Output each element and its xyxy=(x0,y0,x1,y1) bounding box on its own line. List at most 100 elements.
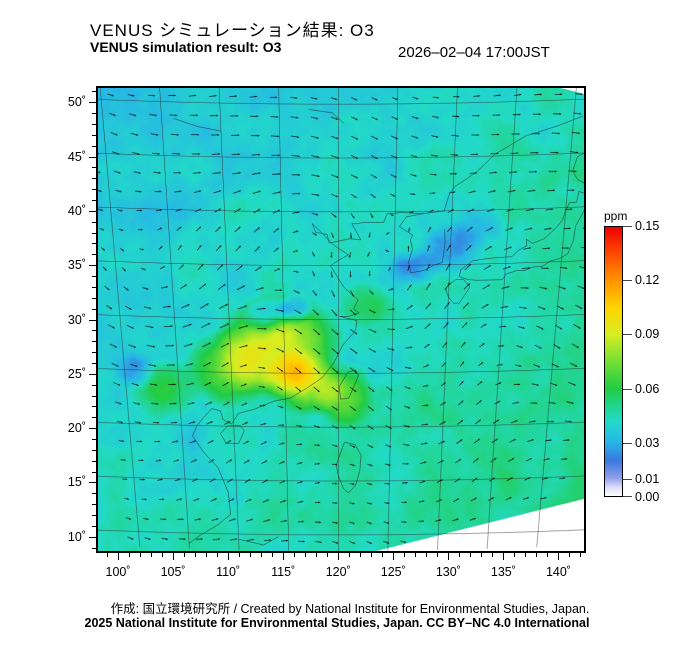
x-minor-tick xyxy=(525,553,527,557)
x-axis-label: 105˚ xyxy=(160,565,186,579)
x-major-tick xyxy=(283,553,285,560)
timestamp-label: 2026–02–04 17:00JST xyxy=(398,44,550,61)
colorbar-tick xyxy=(623,442,632,444)
x-major-tick xyxy=(448,553,450,560)
y-minor-tick xyxy=(92,113,96,115)
y-axis-label: 50˚ xyxy=(67,95,86,110)
y-axis-label: 25˚ xyxy=(67,366,86,381)
y-minor-tick xyxy=(92,189,96,191)
y-major-tick xyxy=(89,536,96,538)
x-minor-tick xyxy=(569,553,571,557)
y-major-tick xyxy=(89,210,96,212)
x-minor-tick xyxy=(426,553,428,557)
x-minor-tick xyxy=(437,553,439,557)
y-minor-tick xyxy=(92,297,96,299)
colorbar-tick xyxy=(623,334,632,336)
y-minor-tick xyxy=(92,134,96,136)
y-minor-tick xyxy=(92,395,96,397)
y-minor-tick xyxy=(92,178,96,180)
x-minor-tick xyxy=(316,553,318,557)
y-major-tick xyxy=(89,428,96,430)
page-title-english: VENUS simulation result: O3 xyxy=(90,39,282,55)
x-minor-tick xyxy=(360,553,362,557)
y-axis-label: 20˚ xyxy=(67,421,86,436)
y-minor-tick xyxy=(92,200,96,202)
x-minor-tick xyxy=(217,553,219,557)
license-line: 2025 National Institute for Environmenta… xyxy=(0,616,700,630)
x-minor-tick xyxy=(349,553,351,557)
y-minor-tick xyxy=(92,254,96,256)
x-major-tick xyxy=(173,553,175,560)
colorbar-tick-label: 0.09 xyxy=(635,327,660,342)
x-minor-tick xyxy=(536,553,538,557)
y-minor-tick xyxy=(92,352,96,354)
y-minor-tick xyxy=(92,460,96,462)
y-minor-tick xyxy=(92,91,96,93)
x-minor-tick xyxy=(470,553,472,557)
colorbar-tick-label: 0.15 xyxy=(635,219,660,233)
x-axis-label: 125˚ xyxy=(380,565,406,579)
colorbar-tick xyxy=(623,226,632,227)
y-major-tick xyxy=(89,156,96,158)
x-axis-label: 135˚ xyxy=(490,565,516,579)
y-axis-label: 10˚ xyxy=(67,529,86,544)
x-major-tick xyxy=(393,553,395,560)
y-minor-tick xyxy=(92,232,96,234)
y-major-tick xyxy=(89,319,96,321)
y-minor-tick xyxy=(92,362,96,364)
x-minor-tick xyxy=(547,553,549,557)
x-minor-tick xyxy=(415,553,417,557)
x-major-tick xyxy=(558,553,560,560)
x-minor-tick xyxy=(261,553,263,557)
x-minor-tick xyxy=(206,553,208,557)
y-minor-tick xyxy=(92,504,96,506)
x-major-tick xyxy=(338,553,340,560)
y-minor-tick xyxy=(92,471,96,473)
y-minor-tick xyxy=(92,514,96,516)
colorbar-tick-label: 0.06 xyxy=(635,381,660,396)
x-minor-tick xyxy=(272,553,274,557)
colorbar-units-label: ppm xyxy=(604,209,628,223)
y-major-tick xyxy=(89,482,96,484)
x-axis-label: 115˚ xyxy=(271,565,296,579)
y-axis-label: 15˚ xyxy=(67,475,86,490)
y-minor-tick xyxy=(92,493,96,495)
x-axis-label: 140˚ xyxy=(545,565,571,579)
y-minor-tick xyxy=(92,438,96,440)
x-axis-label: 100˚ xyxy=(105,565,131,579)
x-minor-tick xyxy=(239,553,241,557)
license-text: 2025 National Institute for Environmenta… xyxy=(84,616,590,630)
map-raster-canvas xyxy=(98,88,584,551)
x-minor-tick xyxy=(492,553,494,557)
x-minor-tick xyxy=(404,553,406,557)
x-axis-label: 120˚ xyxy=(325,565,351,579)
x-minor-tick xyxy=(195,553,197,557)
colorbar-tick xyxy=(623,478,632,480)
y-minor-tick xyxy=(92,145,96,147)
x-minor-tick xyxy=(294,553,296,557)
y-major-tick xyxy=(89,102,96,104)
map-plot-area[interactable] xyxy=(96,86,586,553)
x-minor-tick xyxy=(580,553,582,557)
x-minor-tick xyxy=(140,553,142,557)
colorbar-tick xyxy=(623,388,632,390)
y-minor-tick xyxy=(92,221,96,223)
credit-line: 作成: 国立環境研究所 / Created by National Instit… xyxy=(110,602,590,616)
y-axis-label: 40˚ xyxy=(67,203,86,218)
y-axis-label: 30˚ xyxy=(67,312,86,327)
y-major-tick xyxy=(89,265,96,267)
y-minor-tick xyxy=(92,276,96,278)
x-minor-tick xyxy=(250,553,252,557)
x-minor-tick xyxy=(151,553,153,557)
x-minor-tick xyxy=(514,553,516,557)
colorbar-gradient xyxy=(604,226,623,497)
colorbar-tick-label: 0.01 xyxy=(635,471,660,486)
colorbar-tick-label: 0.12 xyxy=(635,273,660,288)
y-minor-tick xyxy=(92,243,96,245)
y-minor-tick xyxy=(92,406,96,408)
y-minor-tick xyxy=(92,449,96,451)
x-minor-tick xyxy=(327,553,329,557)
y-minor-tick xyxy=(92,525,96,527)
colorbar-tick-label: 0.03 xyxy=(635,435,660,450)
x-minor-tick xyxy=(382,553,384,557)
